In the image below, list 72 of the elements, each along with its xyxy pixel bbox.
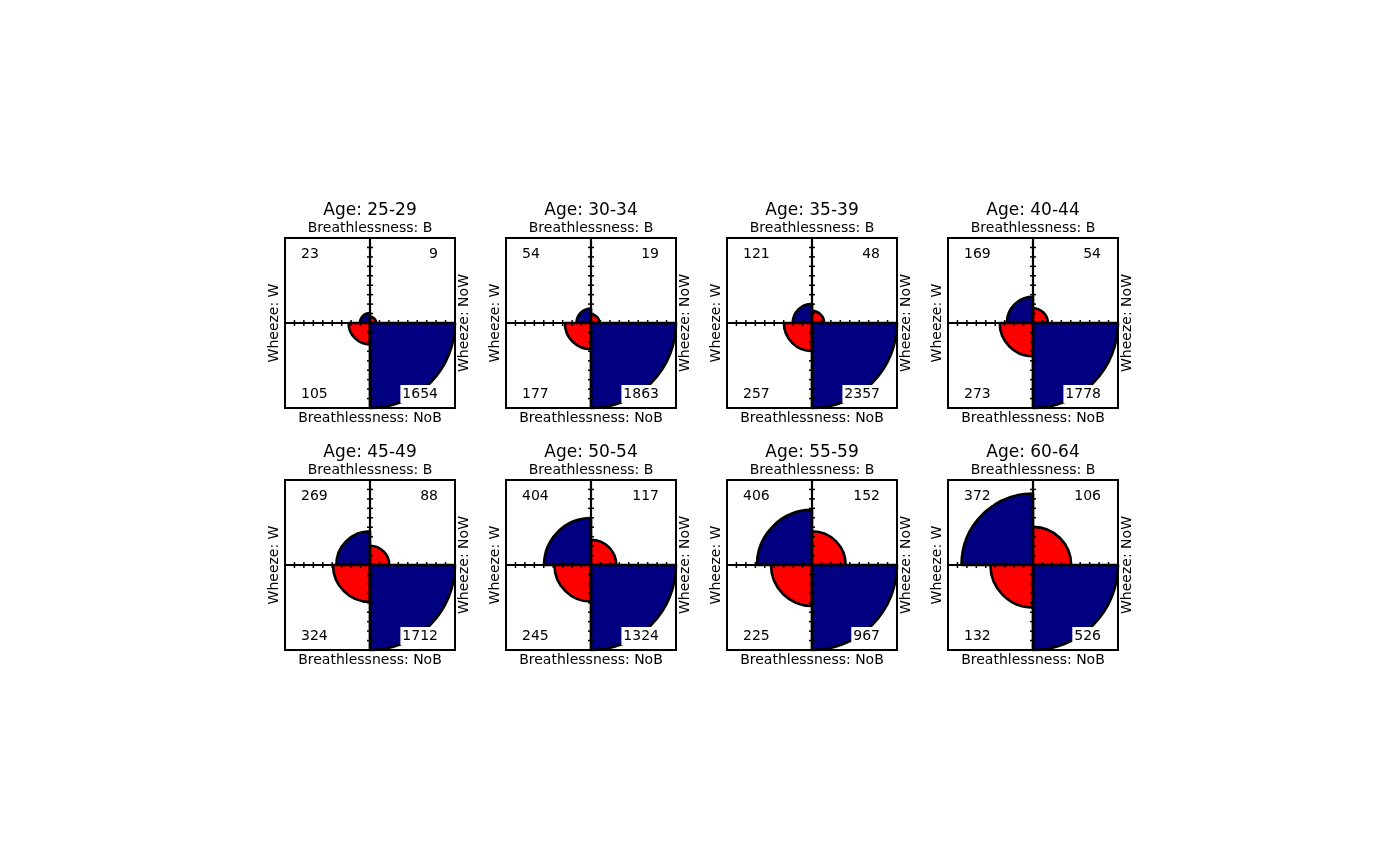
text: Age: 30-34	[544, 199, 638, 219]
text: Breathlessness: B	[749, 461, 875, 477]
text: Wheeze: NoW	[1118, 273, 1134, 372]
text: Wheeze: NoW	[455, 515, 471, 614]
data-label: 245	[522, 627, 549, 643]
data-label: 54	[522, 245, 540, 261]
data-label: 273	[964, 385, 991, 401]
data-label: 1654	[402, 385, 439, 401]
text: Breathlessness: B	[528, 219, 654, 235]
data-label: 1712	[402, 627, 438, 643]
text: Breathlessness: B	[970, 219, 1096, 235]
text: Breathlessness: NoB	[519, 651, 663, 667]
data-label: 225	[743, 627, 770, 643]
data-label: 372	[964, 487, 991, 503]
text: Age: 45-49	[323, 441, 417, 461]
text: Wheeze: W	[486, 525, 502, 605]
data-label: 324	[301, 627, 328, 643]
text: Wheeze: NoW	[897, 273, 913, 372]
data-label: 404	[522, 487, 549, 503]
data-label: 106	[1074, 487, 1102, 503]
text: Wheeze: W	[707, 525, 723, 605]
data-label: 48	[862, 245, 880, 261]
text: Wheeze: W	[265, 283, 281, 363]
data-label: 406	[743, 487, 770, 503]
text: Breathlessness: NoB	[961, 651, 1105, 667]
data-label: 177	[522, 385, 549, 401]
text: Breathlessness: NoB	[298, 651, 442, 667]
data-label: 105	[301, 385, 328, 401]
data-label: 967	[853, 627, 880, 643]
text: Breathlessness: NoB	[298, 409, 442, 425]
text: Wheeze: W	[928, 283, 944, 363]
data-label: 526	[1074, 627, 1102, 643]
data-label: 117	[632, 487, 659, 503]
text: Wheeze: NoW	[455, 273, 471, 372]
data-label: 121	[743, 245, 770, 261]
data-label: 152	[853, 487, 880, 503]
data-label: 19	[641, 245, 659, 261]
text: Wheeze: NoW	[676, 273, 692, 372]
text: Age: 25-29	[323, 199, 417, 219]
text: Age: 55-59	[765, 441, 859, 461]
text: Age: 50-54	[544, 441, 638, 461]
text: Wheeze: W	[928, 525, 944, 605]
data-label: 132	[964, 627, 991, 643]
data-label: 54	[1083, 245, 1102, 261]
data-label: 169	[964, 245, 991, 261]
text: Wheeze: NoW	[897, 515, 913, 614]
text: Age: 60-64	[986, 441, 1080, 461]
text: Wheeze: NoW	[1118, 515, 1134, 614]
text: Breathlessness: NoB	[519, 409, 663, 425]
data-label: 23	[301, 245, 319, 261]
text: Breathlessness: NoB	[961, 409, 1105, 425]
text: Breathlessness: B	[307, 461, 433, 477]
text: Age: 40-44	[986, 199, 1080, 219]
text: Breathlessness: B	[970, 461, 1096, 477]
text: Wheeze: W	[486, 283, 502, 363]
text: Age: 35-39	[765, 199, 859, 219]
text: Breathlessness: NoB	[740, 651, 884, 667]
text: Breathlessness: B	[528, 461, 654, 477]
data-label: 269	[301, 487, 328, 503]
data-label: 2357	[844, 385, 880, 401]
data-label: 257	[743, 385, 770, 401]
text: Wheeze: W	[265, 525, 281, 605]
data-label: 88	[420, 487, 438, 503]
text: Wheeze: NoW	[676, 515, 692, 614]
text: Breathlessness: B	[307, 219, 433, 235]
data-label: 1778	[1065, 385, 1101, 401]
text: Breathlessness: NoB	[740, 409, 884, 425]
data-label: 1863	[623, 385, 659, 401]
data-label: 1324	[623, 627, 660, 643]
text: Wheeze: W	[707, 283, 723, 363]
text: Breathlessness: B	[749, 219, 875, 235]
data-label: 9	[429, 245, 438, 261]
